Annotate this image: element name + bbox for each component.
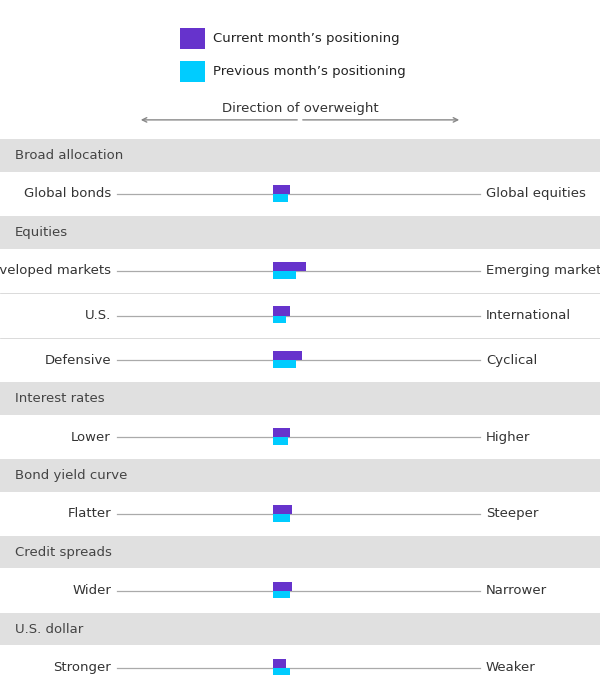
Text: Wider: Wider xyxy=(72,584,111,597)
FancyBboxPatch shape xyxy=(0,459,600,491)
FancyBboxPatch shape xyxy=(0,139,600,171)
FancyBboxPatch shape xyxy=(0,216,600,249)
FancyBboxPatch shape xyxy=(273,194,288,201)
Text: Global equities: Global equities xyxy=(486,187,586,201)
Text: Bond yield curve: Bond yield curve xyxy=(15,469,127,482)
Text: U.S. dollar: U.S. dollar xyxy=(15,622,83,636)
FancyBboxPatch shape xyxy=(273,185,290,194)
Text: Narrower: Narrower xyxy=(486,584,547,597)
Text: Steeper: Steeper xyxy=(486,507,538,521)
FancyBboxPatch shape xyxy=(0,536,600,569)
FancyBboxPatch shape xyxy=(273,262,306,271)
Text: Stronger: Stronger xyxy=(53,661,111,674)
Text: Direction of overweight: Direction of overweight xyxy=(221,102,379,114)
Text: Emerging markets: Emerging markets xyxy=(486,264,600,277)
FancyBboxPatch shape xyxy=(180,61,205,82)
FancyBboxPatch shape xyxy=(273,659,286,668)
Text: International: International xyxy=(486,309,571,322)
FancyBboxPatch shape xyxy=(273,505,292,514)
FancyBboxPatch shape xyxy=(273,437,288,445)
Text: Cyclical: Cyclical xyxy=(486,353,537,367)
Text: Broad allocation: Broad allocation xyxy=(15,149,123,162)
FancyBboxPatch shape xyxy=(0,613,600,645)
Text: Weaker: Weaker xyxy=(486,661,536,674)
FancyBboxPatch shape xyxy=(273,668,290,675)
Text: Equities: Equities xyxy=(15,226,68,239)
Text: Flatter: Flatter xyxy=(67,507,111,521)
FancyBboxPatch shape xyxy=(273,271,296,279)
Text: U.S.: U.S. xyxy=(85,309,111,322)
FancyBboxPatch shape xyxy=(180,28,205,49)
FancyBboxPatch shape xyxy=(273,360,296,368)
FancyBboxPatch shape xyxy=(273,316,286,323)
FancyBboxPatch shape xyxy=(273,307,290,316)
FancyBboxPatch shape xyxy=(273,351,302,360)
Text: Interest rates: Interest rates xyxy=(15,392,104,405)
Text: Global bonds: Global bonds xyxy=(24,187,111,201)
FancyBboxPatch shape xyxy=(273,428,290,437)
Text: Previous month’s positioning: Previous month’s positioning xyxy=(213,66,406,78)
FancyBboxPatch shape xyxy=(273,514,290,521)
Text: Lower: Lower xyxy=(71,431,111,443)
Text: Credit spreads: Credit spreads xyxy=(15,546,112,559)
FancyBboxPatch shape xyxy=(273,582,292,591)
Text: Current month’s positioning: Current month’s positioning xyxy=(213,32,400,45)
Text: Developed markets: Developed markets xyxy=(0,264,111,277)
FancyBboxPatch shape xyxy=(273,591,290,599)
Text: Defensive: Defensive xyxy=(44,353,111,367)
FancyBboxPatch shape xyxy=(0,383,600,415)
Text: Higher: Higher xyxy=(486,431,530,443)
